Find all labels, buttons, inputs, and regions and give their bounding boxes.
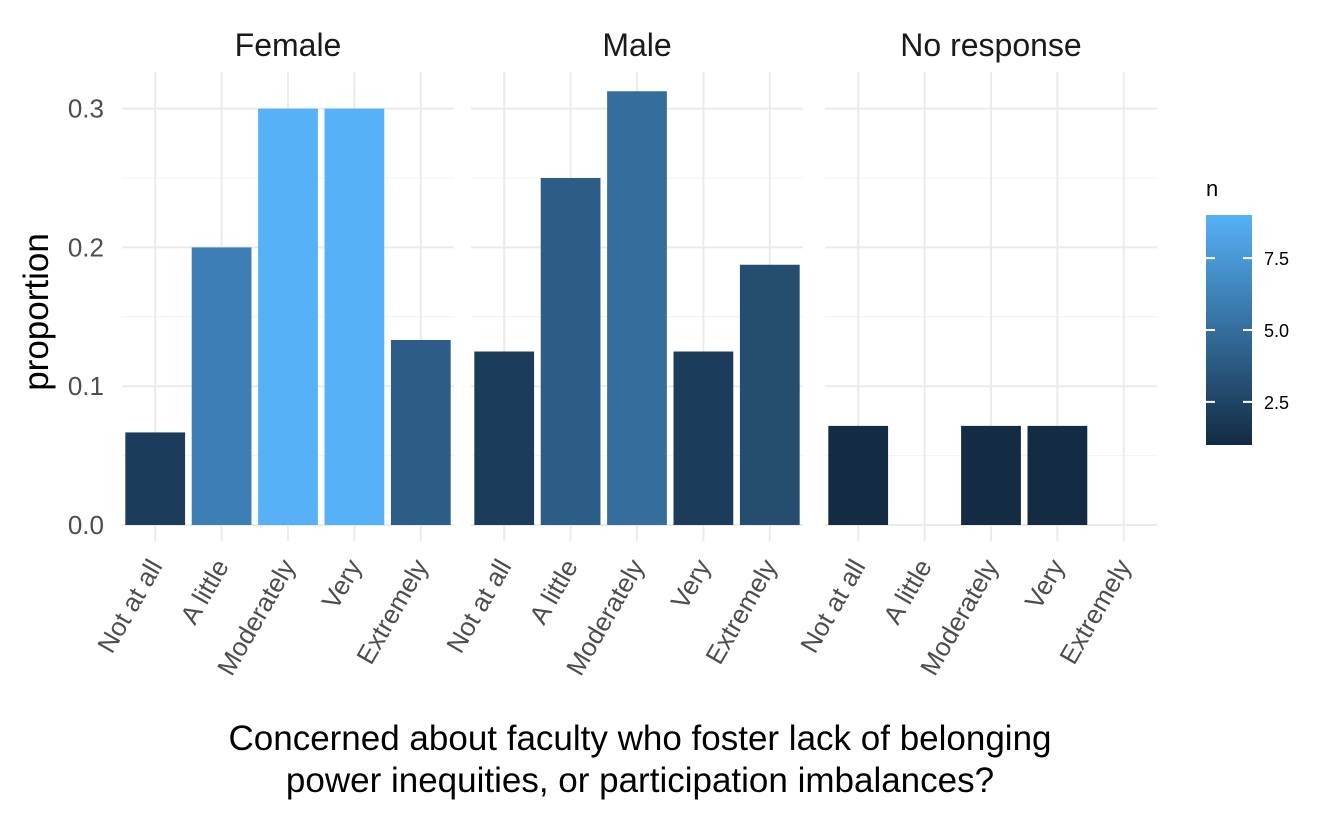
bar (607, 91, 667, 525)
x-tick-label: Very (316, 554, 368, 614)
bar (828, 425, 889, 525)
y-axis-title: proportion (17, 233, 56, 391)
x-tick-label: Not at all (440, 554, 517, 658)
bar (258, 108, 318, 525)
x-tick-label: Not at all (794, 554, 871, 658)
bar (739, 264, 800, 525)
bar (191, 247, 252, 525)
bar (1027, 425, 1088, 525)
bar (125, 432, 186, 525)
x-tick-label: A little (523, 554, 584, 629)
y-tick-label: 0.3 (68, 94, 104, 124)
bar (673, 351, 734, 525)
bar (324, 108, 385, 525)
bar (961, 425, 1021, 525)
bar (540, 178, 601, 525)
facet-title: Male (602, 27, 671, 63)
y-tick-label: 0.1 (68, 371, 104, 401)
x-axis-title-line-2: power inequities, or participation imbal… (286, 761, 994, 800)
bar (390, 339, 451, 525)
legend-tick-label: 2.5 (1264, 393, 1289, 413)
x-axis-title-line-1: Concerned about faculty who foster lack … (228, 719, 1051, 758)
facet-title: Female (235, 27, 342, 63)
legend-tick-label: 5.0 (1264, 321, 1289, 341)
facet-title: No response (900, 27, 1081, 63)
x-tick-label: Very (1019, 554, 1071, 614)
y-tick-label: 0.0 (68, 510, 104, 540)
legend-tick-label: 7.5 (1264, 249, 1289, 269)
bar (474, 351, 535, 525)
x-tick-label: A little (877, 554, 938, 629)
color-legend: n 2.5 5.0 7.5 (1206, 176, 1289, 445)
y-tick-label: 0.2 (68, 232, 104, 262)
x-tick-label: Very (665, 554, 717, 614)
x-tick-label: Not at all (91, 554, 168, 658)
x-tick-label: A little (174, 554, 235, 629)
legend-title: n (1206, 176, 1218, 201)
